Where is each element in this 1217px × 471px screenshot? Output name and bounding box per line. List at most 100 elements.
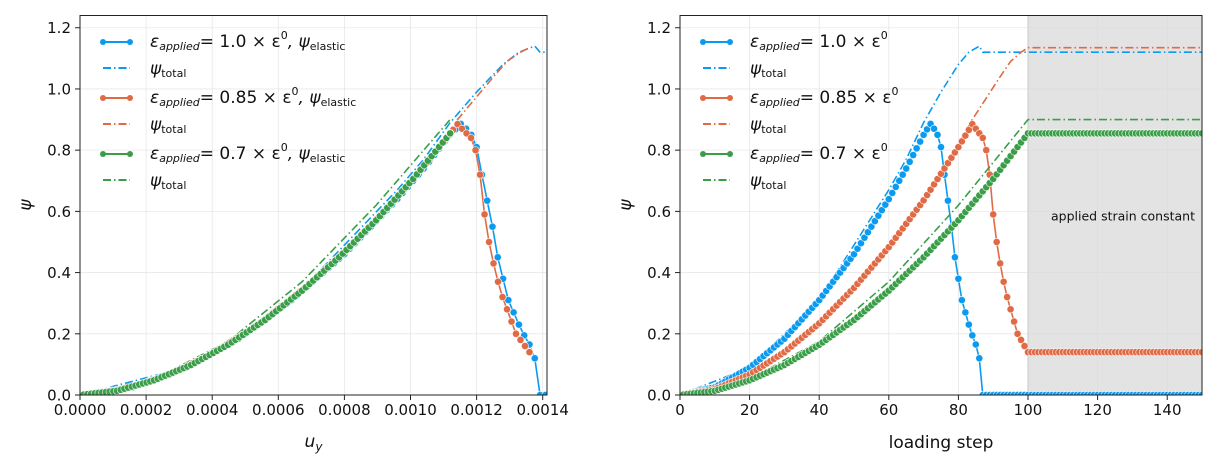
series-0-elastic-marker [605, 391, 612, 398]
legend-mid: = 0.85 × ε [800, 88, 892, 108]
legend-item: εapplied= 0.7 × ε0 [700, 141, 888, 165]
series-1-elastic-marker [961, 131, 970, 140]
x-tick-label: 120 [1083, 401, 1112, 419]
series-1-elastic-marker [989, 210, 998, 219]
series-0-elastic-marker [605, 391, 612, 398]
y-tick-label: 0.8 [47, 142, 71, 160]
y-tick-label: 1.0 [47, 80, 71, 98]
series-1-elastic-marker [485, 238, 493, 246]
series-0-elastic-marker [600, 391, 607, 398]
series-2-total-line [680, 118, 1202, 395]
series-0-elastic-marker [605, 391, 612, 398]
series-0-elastic-marker [916, 137, 925, 146]
series-2-elastic-marker [1198, 129, 1202, 138]
x-tick-label: 0.0004 [186, 401, 239, 419]
x-tick-label: 0.0006 [252, 401, 305, 419]
series-0-elastic-marker [605, 391, 612, 398]
series-0-elastic-marker [888, 189, 897, 197]
series-1-elastic-marker [521, 342, 529, 350]
legend-marker-swatch [127, 151, 133, 157]
series-0-elastic-marker [605, 391, 612, 398]
series-0-elastic-marker [605, 391, 612, 398]
legend-psi: ψ [750, 59, 762, 79]
legend-eps: ε [150, 88, 159, 108]
x-tick-label: 140 [1153, 401, 1182, 419]
legend-marker-swatch [727, 95, 733, 101]
legend-tail: , ψ [299, 88, 322, 108]
legend-sub: applied [759, 40, 801, 53]
legend-sub: applied [159, 96, 201, 109]
series-0-elastic-marker [950, 253, 959, 262]
legend-item: ψtotal [703, 171, 786, 192]
legend-item: εapplied= 0.85 × ε0, ψelastic [100, 85, 356, 109]
series-0-elastic-marker [850, 250, 858, 259]
legend-eps: ε [150, 32, 159, 52]
series-0-elastic-marker [905, 157, 914, 166]
series-0-elastic-marker [605, 391, 612, 398]
series-0-elastic-marker [509, 308, 518, 317]
legend-marker-swatch [100, 151, 106, 157]
series-0-elastic-marker [930, 124, 938, 133]
series-1-elastic-line [80, 122, 531, 395]
legend-sub: total [761, 123, 786, 136]
left-subplot: 0.0000 0.0002 0.0004 0.0006 0.0008 0.0010 0.00… [16, 15, 612, 454]
series-0-elastic-marker [605, 391, 612, 398]
series-1-elastic-marker [494, 277, 502, 286]
series-1-elastic-marker [467, 133, 475, 142]
series-1-elastic-marker [498, 293, 507, 302]
legend-sub: applied [759, 96, 801, 109]
series-0-elastic-marker [605, 391, 612, 398]
series-0-elastic-marker [605, 391, 612, 398]
series-0-elastic-marker [605, 391, 612, 398]
series-0-elastic-marker [937, 143, 945, 152]
legend-eps: ε [750, 32, 759, 52]
series-0-elastic-marker [546, 393, 547, 395]
series-0-elastic-marker [605, 391, 612, 398]
series-0-elastic-marker [605, 391, 612, 398]
series-0-elastic-marker [605, 391, 612, 398]
legend-sup: 0 [292, 85, 299, 98]
series-0-elastic-marker [605, 391, 612, 398]
series-0-elastic-marker [493, 253, 502, 262]
series-0-elastic-marker [514, 320, 523, 329]
series-1-elastic-marker [1020, 342, 1029, 350]
series-0-elastic-marker [605, 391, 612, 398]
legend-sup: 0 [281, 141, 288, 154]
series-0-elastic-marker [605, 391, 612, 398]
series-0-elastic-marker [898, 170, 907, 179]
legend-psi: ψ [750, 115, 762, 135]
series-0-elastic-marker [912, 144, 921, 153]
series-0-elastic-marker [891, 182, 900, 191]
y-tick-label: 0.4 [47, 264, 71, 282]
x-axis-label: loading step [889, 433, 994, 453]
series-2-elastic-marker [446, 129, 455, 138]
legend-tail: , ψ [288, 144, 311, 164]
y-tick-label: 1.2 [47, 19, 71, 37]
legend: εapplied= 1.0 × ε0, ψelasticψtotalεappli… [100, 29, 356, 192]
legend-psi: ψ [150, 59, 162, 79]
legend-label: ψtotal [150, 115, 186, 136]
legend-label: ψtotal [750, 171, 786, 192]
series-0-elastic-marker [902, 164, 911, 173]
series-1-elastic-marker [476, 170, 484, 179]
legend-marker-swatch [100, 39, 106, 45]
legend-label: εapplied= 0.85 × ε0 [750, 85, 899, 109]
x-tick-label: 20 [740, 401, 759, 419]
y-tick-label: 0.0 [647, 387, 671, 405]
series-0-elastic-marker [961, 308, 970, 317]
series-1-elastic-marker [978, 133, 987, 142]
legend-tail: , ψ [288, 32, 311, 52]
x-tick-label: 0.0010 [384, 401, 437, 419]
axes-frame [79, 15, 548, 396]
series-0-elastic-marker [954, 274, 963, 283]
legend-marker-swatch [127, 95, 133, 101]
series-0-elastic-marker [881, 200, 890, 209]
legend-label: ψtotal [750, 59, 786, 80]
shaded-region-label: applied strain constant [1051, 209, 1195, 224]
legend-mid: = 0.85 × ε [200, 88, 292, 108]
x-tick-label: 60 [879, 401, 898, 419]
series-0-elastic-marker [877, 206, 886, 215]
series-0-elastic-marker [605, 391, 612, 398]
legend-sub: total [761, 179, 786, 192]
